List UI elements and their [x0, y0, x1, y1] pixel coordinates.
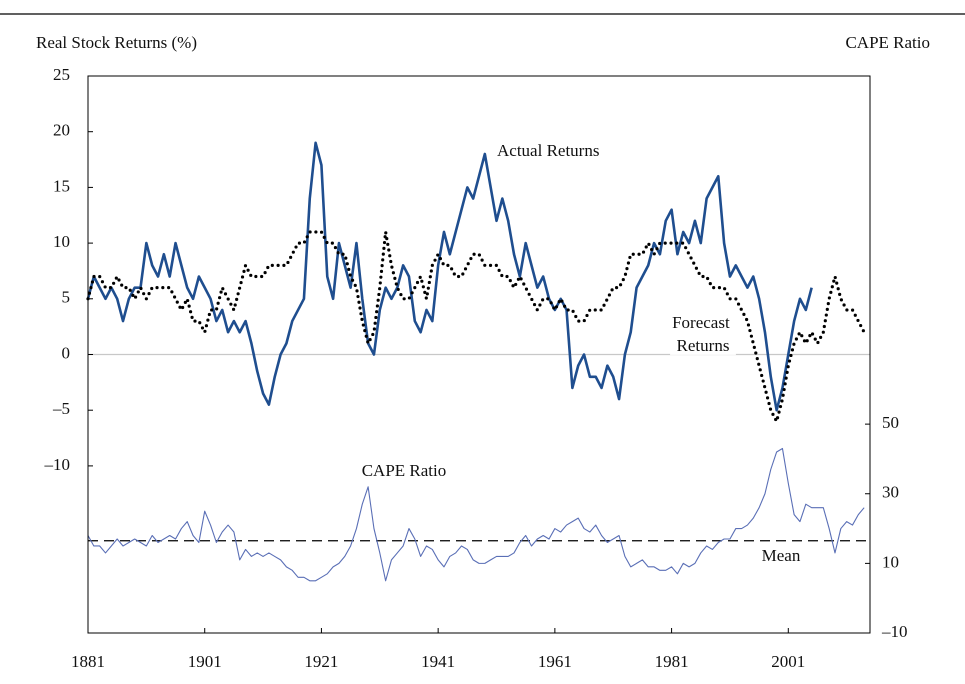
series-label: CAPE Ratio — [362, 461, 447, 480]
y2-tick-label: 50 — [882, 413, 899, 432]
series-line — [87, 447, 865, 582]
y2-tick-label: 10 — [882, 552, 899, 571]
y-tick-label: 15 — [53, 176, 70, 195]
series-line — [86, 141, 813, 412]
series-line — [86, 230, 866, 426]
x-tick-label: 1961 — [538, 652, 572, 671]
label-backdrop — [670, 312, 736, 355]
y2-axis-label: CAPE Ratio — [845, 33, 930, 52]
series-label: Forecast Returns — [672, 313, 734, 355]
y-tick-label: 25 — [53, 65, 70, 84]
y2-tick-label: –10 — [881, 622, 908, 641]
y-tick-label: 10 — [53, 232, 70, 251]
label-backdrop — [359, 460, 449, 480]
y2-tick-label: 30 — [882, 483, 899, 502]
y-tick-label: 5 — [62, 288, 71, 307]
y-tick-label: –10 — [44, 455, 71, 474]
y-tick-label: –5 — [52, 399, 70, 418]
x-tick-label: 1921 — [304, 652, 338, 671]
y-tick-label: 0 — [62, 343, 71, 362]
x-tick-label: 1901 — [188, 652, 222, 671]
x-tick-label: 1941 — [421, 652, 455, 671]
x-tick-label: 1881 — [71, 652, 105, 671]
label-backdrop — [495, 140, 602, 160]
series-label: Actual Returns — [497, 141, 599, 160]
x-tick-label: 2001 — [771, 652, 805, 671]
plot-frame — [87, 75, 871, 634]
y-axis-label: Real Stock Returns (%) — [36, 33, 197, 52]
x-tick-label: 1981 — [655, 652, 689, 671]
mean-label: Mean — [762, 546, 801, 565]
y-tick-label: 20 — [53, 121, 70, 140]
